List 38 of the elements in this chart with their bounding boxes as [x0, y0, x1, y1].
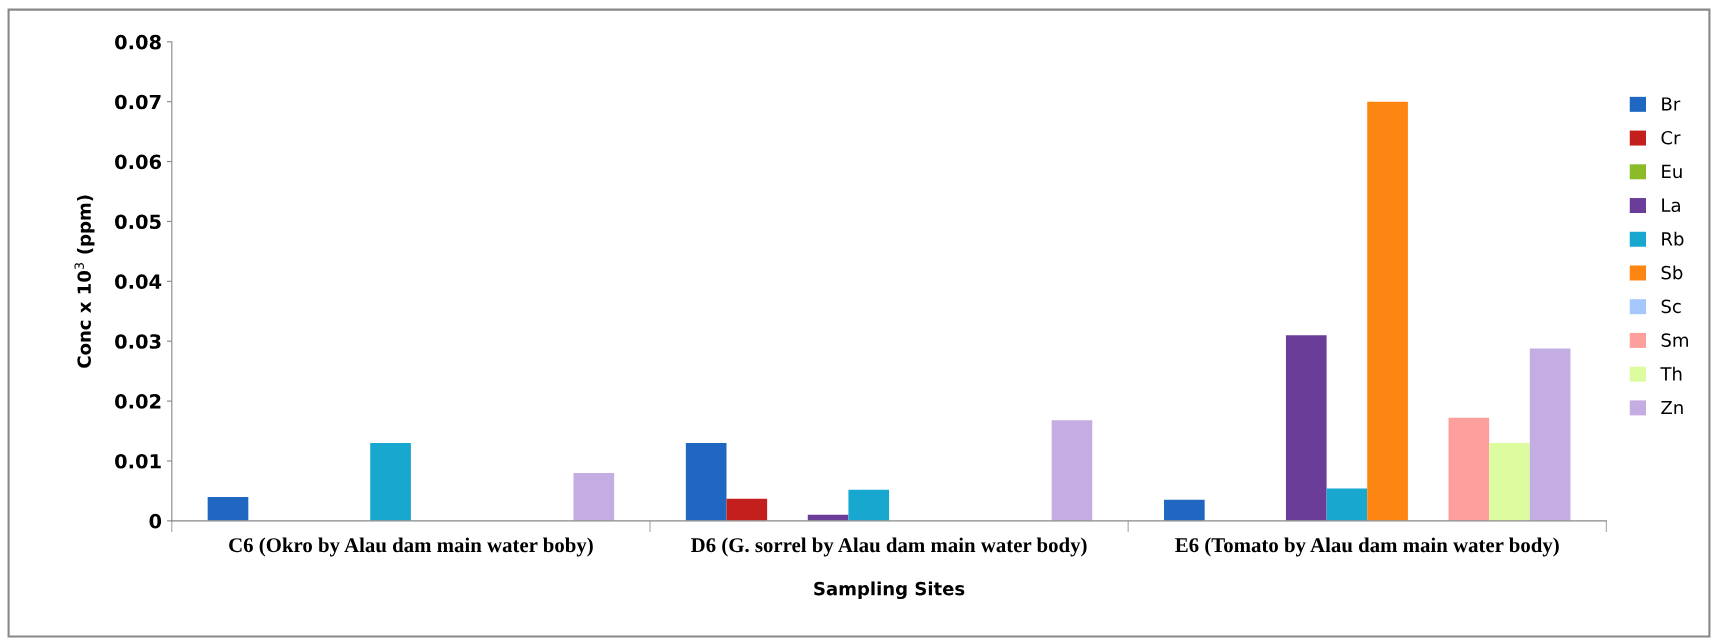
bar	[1448, 417, 1490, 521]
bar	[685, 442, 727, 521]
y-tick-label: 0.06	[115, 154, 162, 170]
y-tick-label: 0.03	[115, 334, 161, 349]
bar	[726, 498, 768, 521]
legend-label: Sc	[1661, 299, 1681, 314]
legend-label: La	[1662, 198, 1680, 213]
y-tick-label: 0.08	[115, 34, 161, 50]
x-tick-label: C6 (Okro by Alau dam main water boby)	[229, 537, 593, 557]
y-tick-label: 0	[149, 513, 162, 529]
bar	[207, 496, 249, 521]
y-tick-label: 0.02	[115, 394, 161, 409]
legend-label: Sm	[1661, 333, 1688, 347]
legend-label: Cr	[1661, 130, 1681, 145]
y-tick-label: 0.07	[115, 94, 161, 110]
bar	[1489, 442, 1530, 521]
y-tick-label: 0.05	[115, 214, 161, 230]
legend-label: Th	[1660, 366, 1682, 381]
x-tick-label: E6 (Tomato by Alau dam main water body)	[1175, 537, 1559, 557]
bar	[1326, 488, 1368, 521]
bar	[1529, 348, 1571, 521]
legend-label: Br	[1662, 97, 1681, 111]
bar	[1051, 420, 1093, 521]
x-axis-title: Sampling Sites	[814, 581, 965, 600]
legend-label: Sb	[1661, 265, 1683, 280]
y-tick-label: 0.01	[115, 453, 161, 469]
bar	[1367, 101, 1408, 521]
legend-label: Zn	[1661, 400, 1683, 415]
y-tick-label: 0.04	[115, 274, 162, 289]
x-tick-label: D6 (G. sorrel by Alau dam main water body)	[691, 537, 1087, 557]
bar	[848, 489, 890, 521]
bar	[573, 472, 615, 521]
legend-label: Rb	[1662, 231, 1684, 246]
legend-label: Eu	[1662, 164, 1682, 179]
bar	[1164, 499, 1205, 521]
bar	[1285, 335, 1327, 521]
y-axis-title: Conc x 10$^{3}$ (ppm)	[74, 195, 95, 368]
bar	[370, 442, 411, 521]
